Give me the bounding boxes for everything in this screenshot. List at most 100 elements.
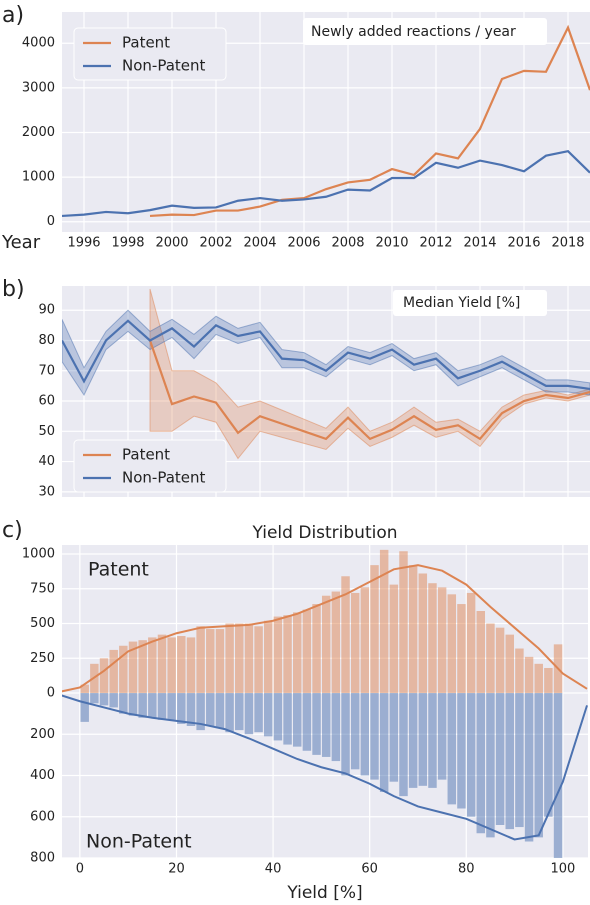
y-tick-label: 60 — [38, 394, 55, 409]
histogram-bar — [457, 693, 466, 809]
histogram-bar — [418, 573, 428, 693]
histogram-bar — [254, 693, 263, 733]
histogram-bar — [99, 693, 109, 706]
histogram-bar — [215, 693, 225, 729]
y-tick-label: 0 — [47, 686, 55, 701]
y-tick-label: 3000 — [22, 80, 55, 95]
histogram-bar — [447, 594, 457, 693]
histogram-bar — [544, 667, 553, 693]
histogram-bar — [331, 693, 341, 762]
histogram-bar — [273, 693, 283, 741]
histogram-bar — [476, 693, 486, 834]
histogram-bar — [148, 637, 157, 693]
y-tick-label: 500 — [30, 616, 55, 631]
histogram-bar — [119, 693, 128, 714]
histogram-bar — [264, 693, 273, 737]
histogram-bar — [206, 629, 215, 693]
y-tick-label: 50 — [38, 424, 55, 439]
histogram-bar — [90, 693, 99, 704]
x-tick-label: 40 — [265, 862, 282, 877]
histogram-bar — [341, 693, 350, 776]
y-tick-label: 2000 — [22, 125, 55, 140]
histogram-bar — [534, 693, 543, 838]
histogram-bar — [254, 626, 263, 693]
series-line — [62, 150, 590, 218]
x-tick-label: 2000 — [155, 236, 188, 251]
histogram-bar — [553, 693, 563, 858]
series-line — [62, 319, 590, 391]
y2-tick-label: 800 — [30, 851, 55, 866]
histogram-bar — [292, 612, 302, 693]
histogram-bar — [167, 637, 176, 693]
histogram-bar — [244, 623, 254, 693]
histogram-bar — [437, 587, 447, 693]
histogram-bar — [321, 693, 331, 757]
histogram-bar — [235, 623, 244, 693]
histogram-bar — [196, 693, 205, 731]
x-axis-label: Year — [1, 232, 41, 253]
histogram-bar — [447, 693, 457, 805]
histogram-bar — [321, 595, 331, 693]
annotation-box — [303, 18, 547, 45]
plot-clip — [62, 288, 590, 460]
histogram-bar — [350, 592, 360, 693]
histogram-bar — [544, 693, 553, 817]
x-tick-label: 2014 — [463, 236, 496, 251]
histogram-bar — [360, 587, 370, 693]
chart-title: Yield Distribution — [251, 523, 397, 543]
histogram-bar — [302, 609, 312, 693]
histogram-bar — [350, 693, 360, 770]
histogram-bar — [466, 693, 476, 817]
annotation: Newly added reactions / year — [311, 24, 516, 40]
x-tick-label: 2006 — [287, 236, 320, 251]
histogram-bar — [389, 584, 399, 693]
histogram-bar — [109, 693, 118, 708]
x-tick-label: 2008 — [331, 236, 364, 251]
histogram-bar — [379, 693, 389, 792]
histogram-bar — [244, 693, 254, 735]
x-tick-label: 100 — [550, 862, 575, 877]
histogram-bar — [524, 693, 534, 842]
histogram-bar — [264, 620, 273, 693]
histogram-bar — [476, 611, 486, 693]
series-label: Patent — [88, 559, 149, 581]
histogram-bar — [302, 693, 312, 751]
x-tick-label: 60 — [361, 862, 378, 877]
histogram-bar — [157, 634, 167, 693]
kde-curve — [62, 564, 588, 693]
y-tick-label: 70 — [38, 363, 55, 378]
x-tick-label: 80 — [458, 862, 475, 877]
y-tick-label: 0 — [47, 214, 55, 229]
confidence-band — [62, 309, 590, 396]
legend-box — [73, 27, 227, 81]
histogram-bar — [128, 693, 138, 716]
histogram-bar — [312, 604, 321, 693]
y-tick-label: 4000 — [22, 36, 55, 51]
panel-label: c) — [2, 518, 23, 543]
histogram-bar — [225, 623, 234, 693]
panel-label: b) — [2, 277, 25, 302]
panel-label: a) — [2, 3, 24, 28]
series-line — [149, 24, 590, 218]
x-tick-label: 2004 — [243, 236, 276, 251]
histogram-bar — [486, 693, 495, 838]
histogram-bar — [235, 693, 244, 731]
histogram-bar — [505, 634, 514, 693]
histogram-bar — [505, 693, 514, 830]
plot-clip — [62, 24, 590, 218]
histogram-bar — [225, 693, 234, 733]
y-tick-label: 40 — [38, 454, 55, 469]
annotation: Median Yield [%] — [403, 295, 520, 311]
histogram-bar — [186, 693, 196, 726]
histogram-bar — [486, 623, 495, 693]
histogram-bar — [466, 592, 476, 693]
legend-box — [73, 439, 227, 493]
histogram-bar — [196, 626, 205, 693]
histogram-bar — [399, 693, 408, 797]
y2-tick-label: 400 — [30, 768, 55, 783]
histogram-bar — [428, 693, 437, 788]
histogram-bar — [389, 693, 399, 782]
histogram-bar — [331, 591, 341, 693]
y-tick-label: 1000 — [22, 170, 55, 185]
